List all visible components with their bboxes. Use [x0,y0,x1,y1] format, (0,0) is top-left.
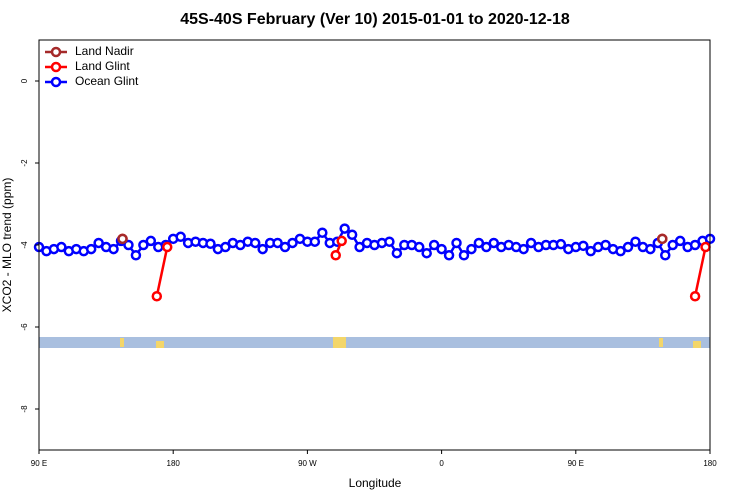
legend-marker [50,61,62,73]
data-point [330,250,341,261]
data-point [56,241,67,253]
data-point [473,237,485,249]
data-point [622,241,634,253]
data-point [689,291,701,302]
data-point [346,229,358,240]
data-point [336,235,347,247]
data-point [108,243,119,255]
data-point [85,243,97,255]
data-point [660,250,671,261]
data-point [272,237,283,249]
data-point [145,235,157,247]
data-point [117,233,128,245]
data-point [428,239,440,251]
data-point [151,291,163,302]
data-point [458,250,470,261]
data-point [175,231,186,243]
y-tick-label: -2 [20,159,29,167]
data-point [674,235,686,247]
data-point [436,243,447,255]
legend-label: Land Nadir [75,44,134,58]
data-point [205,238,216,250]
legend-marker [50,76,62,88]
data-point [317,227,328,238]
data-point [600,239,611,251]
chart-title: 45S-40S February (Ver 10) 2015-01-01 to … [180,11,570,28]
data-point [689,239,701,251]
series-line [155,246,169,297]
data-point [257,243,268,255]
data-point [161,241,173,253]
data-point [339,223,350,234]
data-point [578,240,589,252]
data-point [384,236,395,247]
data-point [249,237,261,249]
data-point [481,241,492,253]
data-point [466,243,477,255]
data-point [630,236,641,247]
y-axis-label: XCO2 - MLO trend (ppm) [0,178,14,313]
data-point [421,247,432,259]
x-tick-label: 180 [167,459,181,468]
surface-strip [39,337,710,348]
data-point [451,237,462,249]
data-point [645,243,656,255]
legend-label: Land Glint [75,59,130,73]
data-point [525,237,537,249]
data-point [279,241,291,253]
data-point [93,237,104,249]
y-tick-label: -4 [20,241,29,249]
data-point [138,239,149,251]
data-point [488,237,500,249]
data-point [700,241,711,253]
data-point [354,241,365,253]
x-tick-label: 90 W [298,459,317,468]
data-point [413,241,425,253]
legend-label: Ocean Glint [75,74,139,88]
data-point [667,239,678,251]
data-point [615,245,626,257]
data-point [585,245,596,257]
data-point [657,233,668,245]
x-axis-label: Longitude [349,476,402,490]
x-tick-label: 0 [439,459,444,468]
data-point [287,237,298,249]
series-line [693,246,707,297]
x-tick-label: 90 E [31,459,47,468]
data-point [391,247,403,259]
data-point [443,250,455,261]
legend-marker [50,46,62,58]
data-point [309,236,321,247]
data-point [518,243,529,255]
plot-area [33,223,716,302]
x-tick-label: 90 E [568,459,584,468]
x-tick-label: 180 [703,459,717,468]
y-tick-label: -6 [20,323,29,331]
data-point [555,238,567,250]
data-point [123,239,134,251]
y-tick-label: 0 [20,78,29,83]
data-point [220,241,231,253]
y-tick-label: -8 [20,405,29,413]
data-point [130,250,142,261]
